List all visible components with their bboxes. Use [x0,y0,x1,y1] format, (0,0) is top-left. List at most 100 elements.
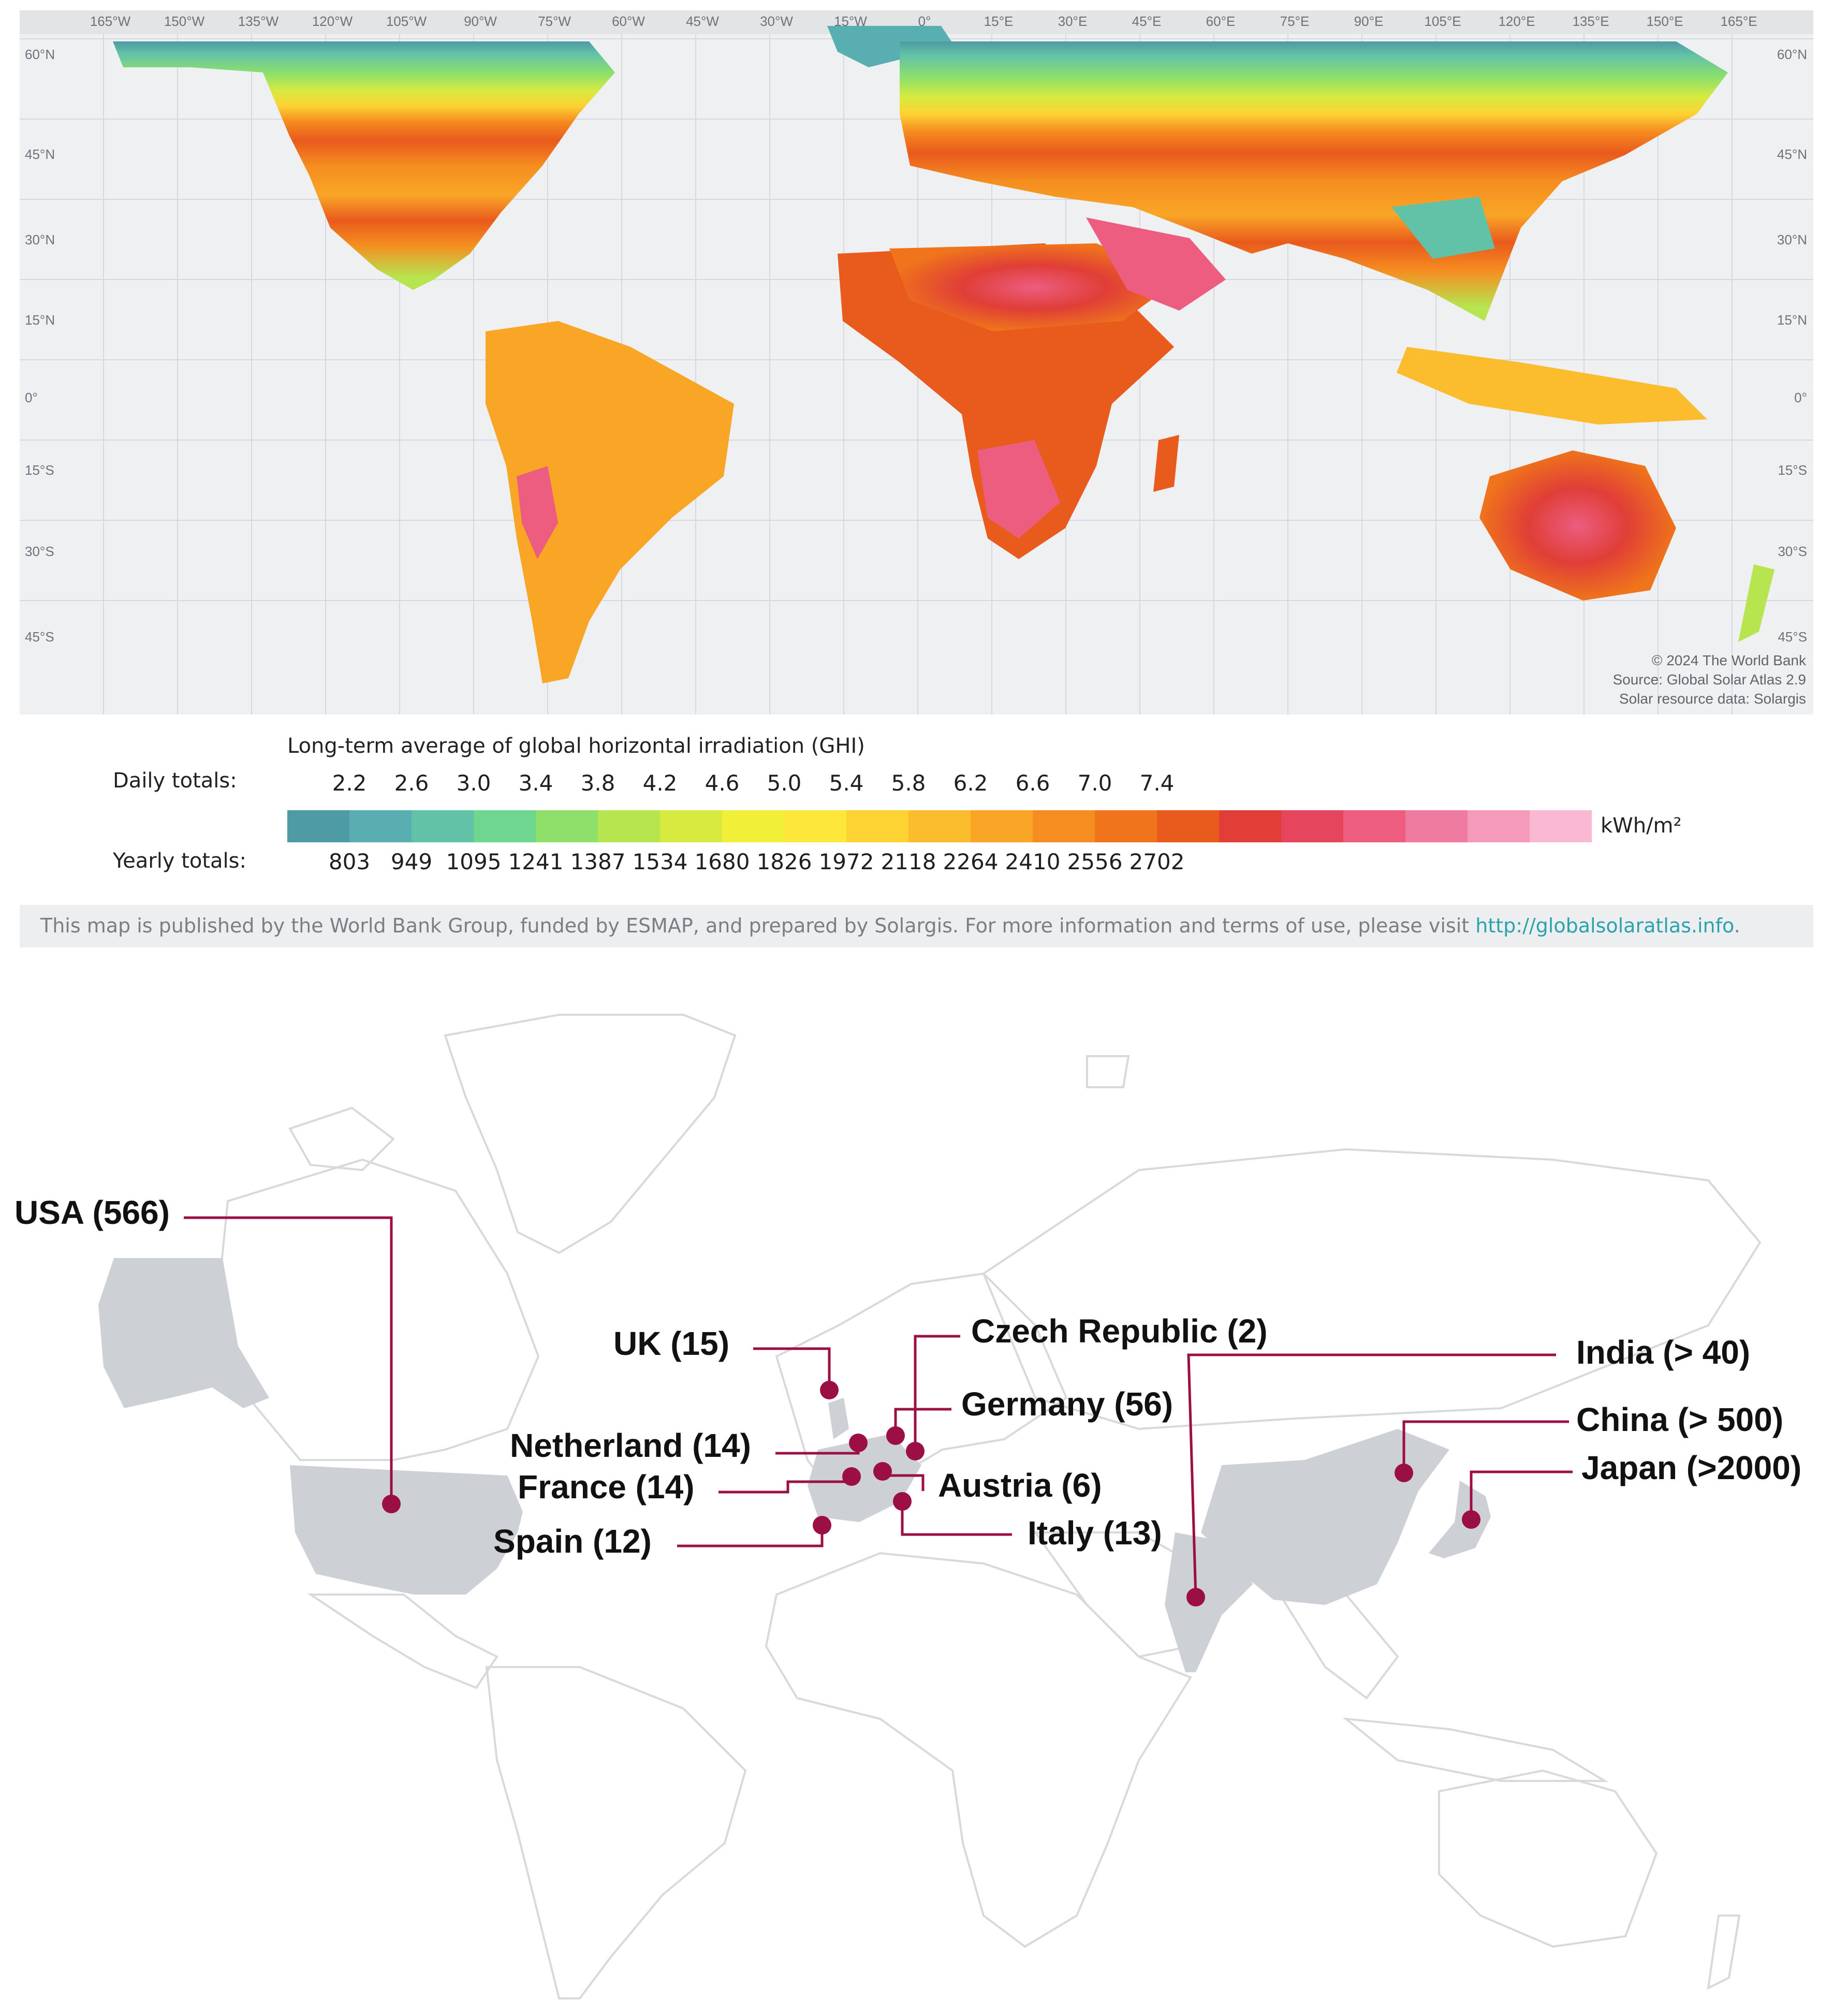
czech-marker [906,1442,925,1460]
color-bar-segment [1343,810,1405,842]
daily-totals-label: Daily totals: [113,769,237,793]
longitude-label: 75°W [538,13,571,29]
daily-tick-label: 3.0 [456,770,491,796]
yearly-tick-label: 1534 [632,849,688,874]
canada-outline [216,1158,540,1461]
india-label: India (> 40) [1576,1334,1751,1371]
netherland-marker [849,1434,868,1452]
color-bar-segment [722,810,784,842]
indonesia-outline [1342,1717,1609,1782]
latitude-label-left: 15°N [25,312,55,328]
france-label: France (14) [518,1468,695,1506]
daily-tick-label: 6.6 [1015,770,1050,796]
longitude-label: 105°E [1424,13,1461,29]
longitude-label: 0° [918,13,931,29]
yearly-tick-label: 1680 [694,849,750,874]
color-bar-segment [971,810,1033,842]
daily-tick-label: 5.8 [891,770,926,796]
czech-leader [914,1335,960,1451]
latitude-label-right: 45°S [1778,629,1807,645]
tibet-cool [1391,197,1495,259]
color-bar-segment [474,810,536,842]
longitude-label: 30°W [760,13,793,29]
longitude-label: 165°E [1720,13,1757,29]
color-bar-segment [536,810,598,842]
latitude-label-right: 30°S [1778,544,1807,559]
austria-marker [873,1462,892,1481]
longitude-label: 15°E [984,13,1014,29]
sahara-hot [889,243,1179,331]
yearly-tick-label: 1826 [756,849,812,874]
daily-tick-label: 7.4 [1139,770,1175,796]
daily-tick-label: 3.4 [518,770,553,796]
new-zealand [1738,564,1775,642]
germany-label: Germany (56) [961,1385,1174,1423]
spain-label: Spain (12) [493,1523,652,1560]
eurasia [900,41,1728,321]
longitude-label: 15°W [834,13,867,29]
longitude-label: 135°E [1572,13,1609,29]
info-bar: This map is published by the World Bank … [20,905,1813,947]
latitude-label-right: 15°N [1777,312,1807,328]
atlas-link[interactable]: http://globalsolaratlas.info [1475,914,1734,937]
latitude-label-left: 15°S [25,462,54,478]
longitude-label: 75°E [1280,13,1310,29]
color-bar-segment [1281,810,1343,842]
yearly-tick-label: 1095 [446,849,502,874]
yearly-tick-label: 1972 [818,849,874,874]
longitude-label: 135°W [238,13,279,29]
color-bar-segment [349,810,412,842]
france-marker [842,1467,861,1486]
kalahari-hot [977,440,1060,538]
russia-outline [982,1148,1762,1430]
land-masses [113,26,1775,683]
color-bar-segment [598,810,660,842]
china-leader [1402,1420,1569,1473]
longitude-label: 150°E [1646,13,1683,29]
mexico-outline [307,1594,498,1689]
color-bar-segment [1157,810,1219,842]
yearly-tick-label: 949 [390,849,433,874]
indonesia [1397,347,1707,425]
daily-tick-label: 4.2 [642,770,678,796]
arctic-islands [288,1106,395,1172]
latitude-label-right: 15°S [1778,462,1807,478]
usa-shape [290,1465,523,1595]
yearly-tick-label: 2264 [943,849,999,874]
longitude-label: 60°W [612,13,645,29]
latitude-label-right: 60°N [1777,47,1807,62]
austria-leader [883,1474,925,1491]
italy-leader [901,1501,1012,1536]
yearly-tick-label: 1241 [508,849,564,874]
longitude-label: 90°E [1354,13,1384,29]
uk-marker [820,1381,839,1399]
daily-tick-label: 4.6 [705,770,740,796]
longitude-label: 120°E [1498,13,1535,29]
netherland-label: Netherland (14) [510,1427,751,1464]
yearly-totals-label: Yearly totals: [113,849,246,873]
latitude-label-left: 45°N [25,147,55,162]
daily-tick-label: 2.2 [332,770,367,796]
greenland-outline [444,1014,737,1254]
longitude-label: 60°E [1206,13,1236,29]
yearly-tick-label: 1387 [570,849,626,874]
usa-label: USA (566) [14,1194,170,1231]
austria-label: Austria (6) [938,1467,1102,1504]
latitude-label-left: 60°N [25,47,55,62]
daily-tick-label: 2.6 [394,770,429,796]
usa-leader [184,1216,393,1504]
czech-label: Czech Republic (2) [971,1312,1268,1350]
color-bar-segment [412,810,474,842]
japan-shape [1429,1481,1491,1558]
info-end: . [1734,914,1740,937]
daily-tick-label: 3.8 [580,770,615,796]
longitude-label: 45°E [1132,13,1162,29]
credit-source: Source: Global Solar Atlas 2.9 [1612,671,1806,688]
france-leader [718,1480,852,1494]
credit-data: Solar resource data: Solargis [1619,691,1806,707]
latitude-label-right: 0° [1794,390,1807,405]
info-sentence: This map is published by the World Bank … [40,914,1476,937]
yearly-tick-label: 2702 [1129,849,1185,874]
color-bar-segment [1530,810,1592,842]
longitude-label: 45°W [686,13,719,29]
